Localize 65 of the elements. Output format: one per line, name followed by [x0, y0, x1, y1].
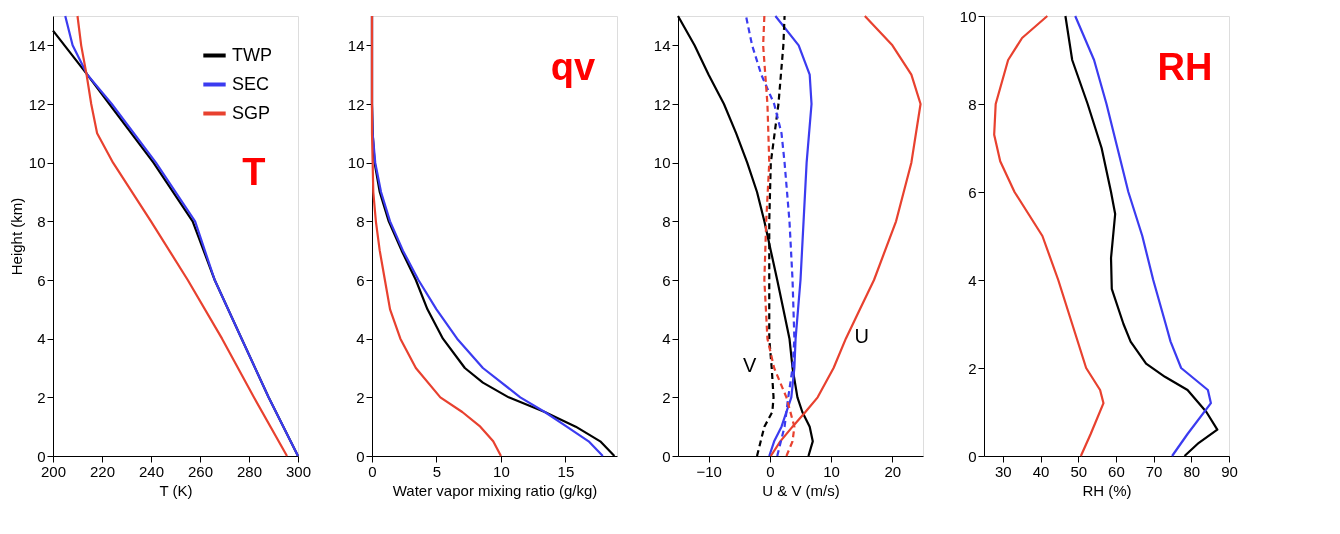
x-tick-label: −10	[696, 462, 722, 480]
x-axis-title: RH (%)	[1082, 481, 1132, 499]
y-axis-title: Height (km)	[7, 197, 25, 276]
y-tick-label: 0	[37, 447, 46, 465]
x-tick-label: 5	[432, 462, 442, 480]
y-tick-label: 0	[968, 447, 977, 465]
x-tick-label: 260	[187, 462, 214, 480]
annotation: T	[242, 151, 266, 194]
annotation: qv	[550, 45, 596, 88]
y-tick-label: 6	[968, 183, 977, 201]
x-axis-title: Water vapor mixing ratio (g/kg)	[392, 481, 598, 499]
x-tick-label: 50	[1070, 462, 1088, 480]
x-tick-label: 70	[1145, 462, 1163, 480]
x-tick-label: 15	[557, 462, 575, 480]
y-tick-label: 4	[662, 330, 671, 348]
y-tick-label: 10	[347, 154, 365, 172]
y-tick-label: 2	[37, 388, 46, 406]
y-tick-label: 6	[662, 271, 671, 289]
x-tick-label: 280	[236, 462, 263, 480]
x-tick-label: 40	[1032, 462, 1050, 480]
y-tick-label: 8	[356, 212, 365, 230]
x-tick-label: 200	[40, 462, 67, 480]
x-tick-label: 220	[89, 462, 116, 480]
y-tick-label: 14	[28, 36, 46, 54]
x-tick-label: 20	[884, 462, 902, 480]
x-tick-label: 300	[285, 462, 312, 480]
y-tick-label: 14	[653, 36, 671, 54]
x-tick-label: 240	[138, 462, 165, 480]
y-tick-label: 8	[37, 212, 46, 230]
y-tick-label: 12	[28, 95, 46, 113]
y-tick-label: 2	[662, 388, 671, 406]
y-tick-label: 4	[968, 271, 977, 289]
y-tick-label: 0	[662, 447, 671, 465]
x-tick-label: 0	[368, 462, 377, 480]
y-tick-label: 8	[662, 212, 671, 230]
x-tick-label: 10	[823, 462, 840, 480]
legend-label: SEC	[232, 73, 270, 94]
y-tick-label: 2	[356, 388, 365, 406]
x-tick-label: 90	[1221, 462, 1238, 480]
x-tick-label: 10	[493, 462, 510, 480]
y-tick-label: 2	[968, 359, 977, 377]
y-tick-label: 10	[653, 154, 671, 172]
annotation: U	[854, 324, 870, 347]
x-tick-label: 0	[766, 462, 775, 480]
y-tick-label: 8	[968, 95, 977, 113]
y-tick-label: 4	[37, 330, 46, 348]
y-tick-label: 10	[28, 154, 46, 172]
y-tick-label: 6	[356, 271, 365, 289]
line-series	[993, 14, 1105, 458]
y-tick-label: 0	[356, 447, 365, 465]
legend-label: SGP	[232, 102, 271, 123]
x-tick-label: 60	[1108, 462, 1125, 480]
y-tick-label: 6	[37, 271, 46, 289]
y-tick-label: 12	[653, 95, 671, 113]
y-tick-label: 14	[347, 36, 365, 54]
x-axis-title: T (K)	[159, 481, 193, 499]
legend-label: TWP	[232, 44, 272, 65]
x-axis-title: U & V (m/s)	[762, 481, 840, 499]
x-tick-label: 80	[1183, 462, 1201, 480]
y-tick-label: 12	[347, 95, 365, 113]
y-tick-label: 10	[959, 7, 977, 25]
annotation: RH	[1157, 45, 1213, 88]
x-tick-label: 30	[995, 462, 1012, 480]
y-tick-label: 4	[356, 330, 365, 348]
annotation: V	[743, 354, 758, 376]
